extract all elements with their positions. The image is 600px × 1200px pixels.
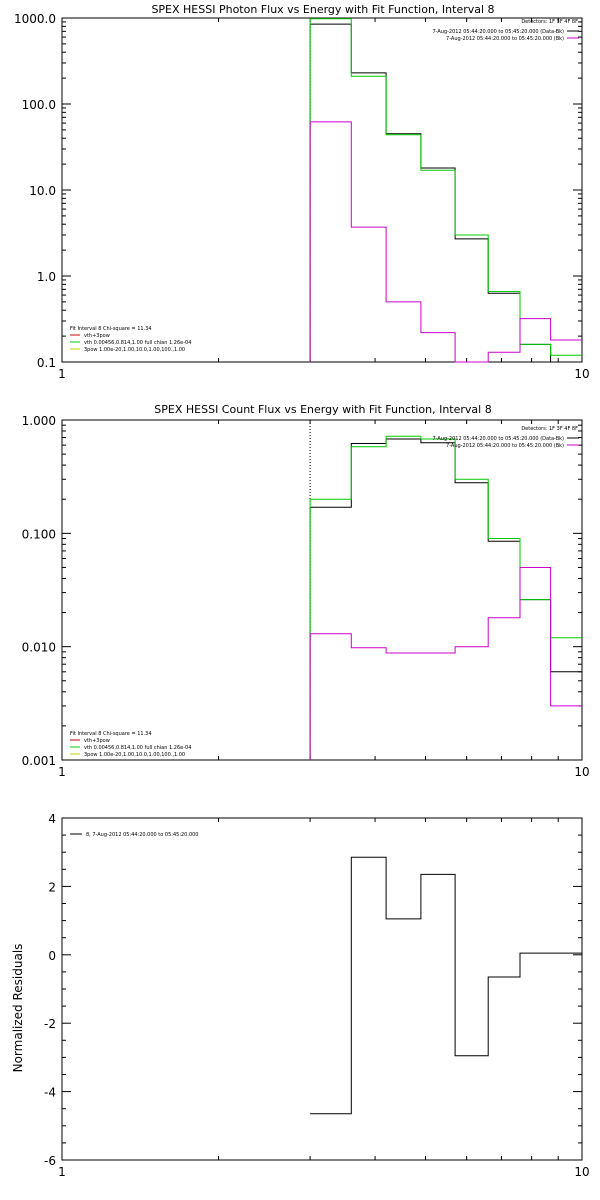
legend-label: vth+3pow bbox=[84, 333, 110, 339]
series-bk bbox=[309, 567, 582, 760]
legend-label: 7-Aug-2012 05:44:20.000 to 05:45:20.000 … bbox=[446, 443, 564, 449]
plot-frame bbox=[61, 419, 583, 761]
chart-title: SPEX HESSI Count Flux vs Energy with Fit… bbox=[154, 403, 491, 416]
legend-label: 7-Aug-2012 05:44:20.000 to 05:45:20.000 … bbox=[432, 436, 564, 442]
legend-label: 7-Aug-2012 05:44:20.000 to 05:45:20.000 … bbox=[446, 36, 564, 42]
y-tick-label: 100.0 bbox=[22, 98, 56, 112]
y-tick-label: 0 bbox=[48, 949, 56, 963]
y-tick-label: 4 bbox=[48, 812, 56, 826]
legend-label: Fit Interval 8 Chi-square = 11.34 bbox=[70, 326, 152, 332]
y-tick-label: 0.100 bbox=[22, 527, 56, 541]
legend-label: 3pow 1.00e-20,1.00,10.0,1.00,100.,1.00 bbox=[84, 752, 185, 758]
y-tick-label: -6 bbox=[44, 1154, 56, 1168]
y-tick-label: -2 bbox=[44, 1017, 56, 1031]
y-tick-label: 1.000 bbox=[22, 414, 56, 428]
photon-flux-panel: SPEX HESSI Photon Flux vs Energy with Fi… bbox=[14, 3, 590, 381]
x-tick-label: 10 bbox=[574, 1165, 589, 1179]
x-tick-label: 1 bbox=[58, 765, 66, 779]
x-tick-label: 10 bbox=[574, 367, 589, 381]
count-flux-panel: SPEX HESSI Count Flux vs Energy with Fit… bbox=[22, 403, 590, 779]
legend-label: vth 0.00456,0.814,1.00 full chian 1.26e-… bbox=[84, 745, 191, 751]
detectors-label: Detectors: 1F 3F 4F 8F bbox=[521, 19, 578, 25]
legend-label: Fit Interval 8 Chi-square = 11.34 bbox=[70, 731, 152, 737]
y-tick-label: 0.001 bbox=[22, 754, 56, 768]
plot-frame bbox=[61, 817, 583, 1161]
residuals-panel: Normalized Residuals 1 10 -6 -4 -2 0 2 4 8, 7-Au… bbox=[11, 812, 590, 1179]
series-bk bbox=[309, 121, 582, 363]
series-fit bbox=[309, 18, 582, 362]
x-tick-label: 1 bbox=[58, 1165, 66, 1179]
series-residuals bbox=[310, 856, 582, 1115]
y-tick-label: 1.0 bbox=[37, 270, 56, 284]
y-tick-label: 0.1 bbox=[37, 356, 56, 370]
y-tick-label: 1000.0 bbox=[14, 12, 56, 26]
y-tick-label: 2 bbox=[48, 880, 56, 894]
legend-label: 8, 7-Aug-2012 05:44:20.000 to 05:45:20.0… bbox=[86, 832, 199, 838]
plot-frame bbox=[61, 17, 583, 363]
y-tick-label: -4 bbox=[44, 1086, 56, 1100]
legend-label: vth 0.00456,0.814,1.00 full chian 1.26e-… bbox=[84, 340, 191, 346]
legend-label: vth+3pow bbox=[84, 738, 110, 744]
y-tick-label: 0.010 bbox=[22, 641, 56, 655]
legend-label: 3pow 1.00e-20,1.00,10.0,1.00,100.,1.00 bbox=[84, 347, 185, 353]
detectors-label: Detectors: 1F 3F 4F 8F bbox=[521, 426, 578, 432]
y-tick-label: 10.0 bbox=[29, 184, 56, 198]
x-tick-label: 1 bbox=[58, 367, 66, 381]
y-axis-label: Normalized Residuals bbox=[11, 944, 25, 1073]
series-fit bbox=[309, 435, 582, 760]
chart-title: SPEX HESSI Photon Flux vs Energy with Fi… bbox=[151, 3, 494, 16]
legend-label: 7-Aug-2012 05:44:20.000 to 05:45:20.000 … bbox=[432, 29, 564, 35]
x-tick-label: 10 bbox=[574, 765, 589, 779]
